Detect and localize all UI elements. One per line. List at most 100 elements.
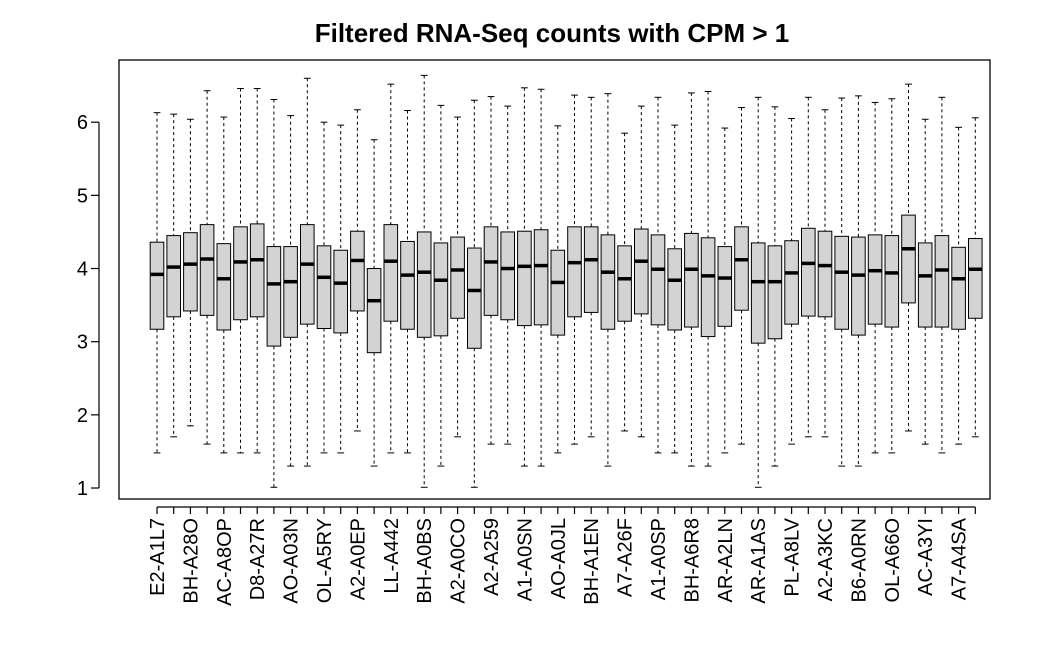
box-34 <box>700 90 716 467</box>
iqr-box <box>149 241 165 330</box>
iqr-box <box>316 245 332 330</box>
box-38 <box>767 106 783 467</box>
box-7 <box>249 88 265 454</box>
box-9 <box>283 115 298 467</box>
x-tick-label: AR-A2LN <box>715 518 737 602</box>
iqr-box <box>350 230 365 312</box>
box-49 <box>951 126 966 445</box>
box-44 <box>867 101 883 454</box>
x-tick-label: A1-A0SP <box>648 518 670 600</box>
iqr-box <box>867 234 883 325</box>
iqr-box <box>500 231 515 321</box>
box-10 <box>300 77 315 467</box>
y-tick-label: 5 <box>77 185 88 207</box>
iqr-box <box>934 235 950 328</box>
iqr-box <box>667 248 683 331</box>
box-12 <box>333 124 348 454</box>
x-tick-label: BH-A0BS <box>414 518 436 604</box>
iqr-box <box>517 230 532 327</box>
iqr-box <box>634 228 649 315</box>
y-tick-label: 4 <box>77 259 88 281</box>
box-2 <box>166 113 181 438</box>
iqr-box <box>717 246 733 327</box>
x-tick-label: BH-A1EN <box>581 518 603 605</box>
iqr-box <box>968 238 983 319</box>
iqr-box <box>817 230 833 318</box>
box-25 <box>550 125 566 454</box>
box-27 <box>583 96 599 438</box>
box-28 <box>600 93 616 467</box>
box-50 <box>968 117 983 438</box>
box-11 <box>316 121 332 454</box>
iqr-box <box>416 231 432 338</box>
box-23 <box>517 87 532 467</box>
plot-frame <box>118 59 991 500</box>
iqr-box <box>734 226 749 311</box>
box-36 <box>734 107 749 445</box>
iqr-box <box>366 268 382 354</box>
iqr-box <box>333 249 348 334</box>
x-tick-label: BH-A28O <box>180 518 202 604</box>
x-tick-label: LL-A442 <box>381 518 403 594</box>
iqr-box <box>383 224 399 322</box>
box-3 <box>183 118 198 427</box>
box-5 <box>216 116 232 454</box>
x-tick-label: A2-A0EP <box>347 518 369 600</box>
iqr-box <box>166 235 181 318</box>
box-17 <box>416 74 432 488</box>
iqr-box <box>283 246 298 338</box>
iqr-box <box>901 214 916 304</box>
box-32 <box>667 124 683 454</box>
iqr-box <box>550 249 566 336</box>
iqr-box <box>233 226 248 321</box>
iqr-box <box>951 246 966 330</box>
x-tick-label: PL-A8LV <box>782 517 804 596</box>
x-tick-label: A1-A0SN <box>514 518 536 601</box>
boxes <box>149 74 983 488</box>
iqr-box <box>917 242 933 328</box>
box-47 <box>917 118 933 445</box>
y-tick-label: 3 <box>77 332 88 354</box>
iqr-box <box>567 226 582 318</box>
x-tick-label: AC-A8OP <box>214 518 236 606</box>
iqr-box <box>700 237 716 338</box>
x-tick-label: D8-A27R <box>247 518 269 600</box>
box-22 <box>500 105 515 445</box>
iqr-box <box>851 236 866 336</box>
box-26 <box>567 94 582 445</box>
box-29 <box>617 132 632 432</box>
x-tick-label: BH-A6R8 <box>681 518 703 602</box>
box-45 <box>884 98 900 454</box>
x-tick-label: B6-A0RN <box>848 518 870 602</box>
y-tick-label: 1 <box>77 478 88 500</box>
iqr-box <box>266 246 282 347</box>
x-tick-label: A2-A259 <box>481 518 503 596</box>
x-tick-label: A2-A3KC <box>815 518 837 601</box>
iqr-box <box>884 235 900 328</box>
x-tick-label: OL-A66O <box>882 518 904 602</box>
box-39 <box>784 118 799 445</box>
iqr-box <box>400 240 415 330</box>
box-35 <box>717 127 733 454</box>
x-tick-label: E2-A1L7 <box>147 518 169 596</box>
y-axis: 1 2 3 4 5 6 <box>77 112 100 500</box>
box-31 <box>650 96 666 454</box>
x-tick-label: AO-A03N <box>281 518 303 604</box>
x-tick-label: A7-A26F <box>615 518 637 597</box>
box-8 <box>266 99 282 488</box>
iqr-box <box>684 232 699 328</box>
box-15 <box>383 83 399 454</box>
box-30 <box>634 105 649 438</box>
chart-title: Filtered RNA-Seq counts with CPM > 1 <box>315 18 790 48</box>
box-24 <box>533 88 549 467</box>
iqr-box <box>801 227 816 317</box>
x-axis: E2-A1L7 BH-A28O AC-A8OP D8-A27R AO-A03N OL-A5… <box>147 506 976 606</box>
iqr-box <box>483 226 499 316</box>
box-37 <box>750 96 766 488</box>
box-19 <box>450 116 465 438</box>
box-48 <box>934 96 950 454</box>
iqr-box <box>767 245 783 340</box>
iqr-box <box>583 226 599 313</box>
box-42 <box>834 97 850 467</box>
